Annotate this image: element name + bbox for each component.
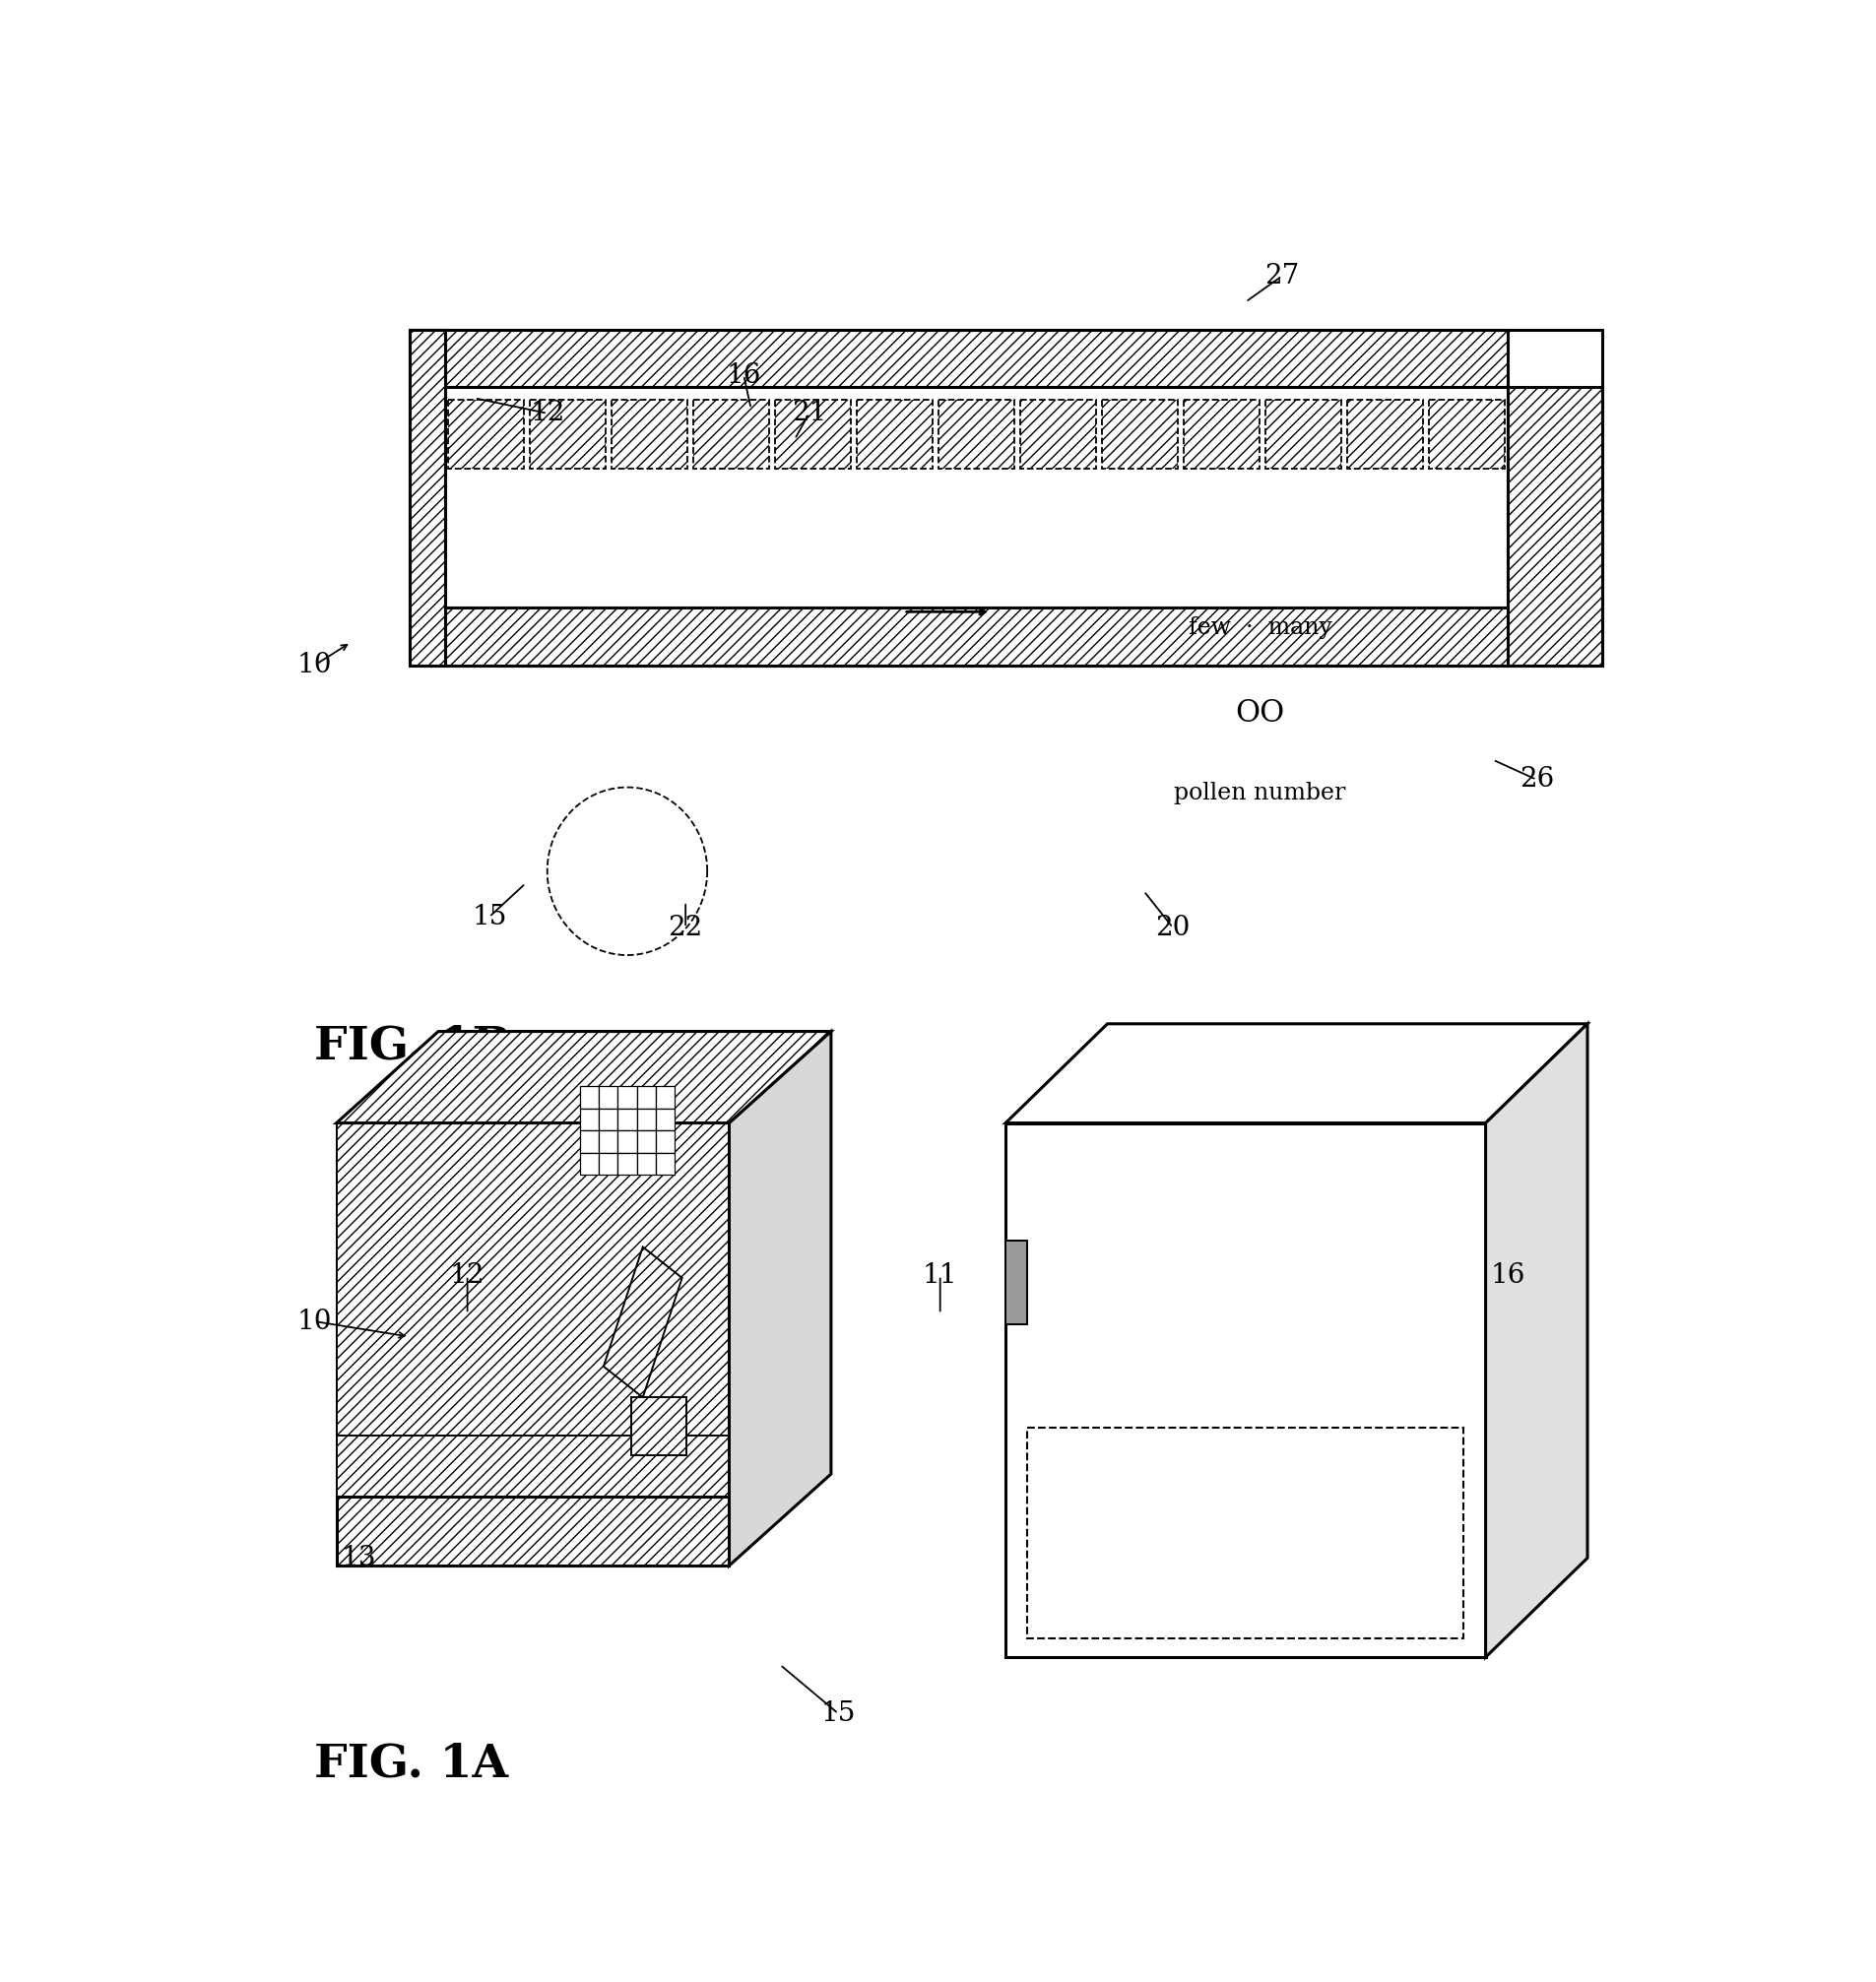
Bar — [1264, 400, 1341, 468]
Bar — [1506, 386, 1600, 666]
Polygon shape — [1486, 1025, 1587, 1657]
Text: 13: 13 — [341, 1544, 375, 1572]
Bar — [580, 1086, 598, 1108]
Bar — [1101, 400, 1176, 468]
Bar — [445, 386, 1506, 606]
Bar — [1428, 400, 1505, 468]
Text: FIG. 1A: FIG. 1A — [315, 1740, 508, 1786]
Bar — [1006, 1124, 1486, 1657]
Text: 16: 16 — [726, 363, 762, 388]
Polygon shape — [728, 1031, 831, 1566]
Text: 22: 22 — [668, 914, 702, 941]
Bar — [598, 1130, 617, 1154]
Bar — [580, 1154, 598, 1175]
Text: FIG. 1B: FIG. 1B — [315, 1025, 512, 1068]
Bar — [336, 1435, 728, 1496]
Text: 12: 12 — [450, 1263, 484, 1288]
Polygon shape — [1006, 1025, 1587, 1124]
Bar — [775, 400, 850, 468]
Bar — [1347, 400, 1422, 468]
Bar — [580, 1108, 598, 1130]
Bar — [598, 1086, 617, 1108]
Bar — [636, 1154, 655, 1175]
Text: 27: 27 — [1264, 264, 1298, 289]
Bar — [445, 606, 1506, 666]
Bar — [409, 329, 1600, 666]
Bar — [636, 1108, 655, 1130]
Bar — [1021, 400, 1096, 468]
Bar — [598, 1154, 617, 1175]
Bar — [409, 329, 1506, 386]
Text: few  ·  many: few · many — [1188, 616, 1332, 638]
Text: 20: 20 — [1156, 914, 1189, 941]
Bar — [598, 1108, 617, 1130]
Bar — [636, 1086, 655, 1108]
Text: pollen number: pollen number — [1174, 783, 1345, 805]
Bar — [409, 329, 445, 666]
Bar — [336, 1124, 728, 1435]
Bar — [655, 1086, 673, 1108]
Bar — [617, 1108, 636, 1130]
Bar — [529, 400, 606, 468]
Bar — [336, 1496, 728, 1566]
Polygon shape — [604, 1247, 681, 1397]
Text: 10: 10 — [296, 1308, 332, 1334]
Bar — [655, 1130, 673, 1154]
Bar — [448, 400, 523, 468]
Bar — [580, 1130, 598, 1154]
Bar — [617, 1130, 636, 1154]
Text: 16: 16 — [1490, 1263, 1523, 1288]
Text: 10: 10 — [296, 652, 332, 678]
Text: 11: 11 — [923, 1263, 957, 1288]
Bar — [617, 1086, 636, 1108]
Bar — [857, 400, 932, 468]
Bar — [1026, 1427, 1463, 1639]
Bar — [617, 1154, 636, 1175]
Bar — [692, 400, 769, 468]
Text: 26: 26 — [1518, 767, 1553, 793]
Bar — [630, 1397, 687, 1455]
Bar — [938, 400, 1013, 468]
Bar — [336, 1124, 728, 1566]
Bar — [636, 1130, 655, 1154]
Text: 15: 15 — [820, 1701, 855, 1726]
Text: 15: 15 — [471, 904, 507, 930]
Bar — [655, 1154, 673, 1175]
Text: 12: 12 — [529, 400, 565, 426]
Text: OO: OO — [1234, 698, 1285, 729]
Polygon shape — [336, 1031, 831, 1124]
Bar — [1006, 1241, 1026, 1324]
Text: 21: 21 — [792, 400, 825, 426]
Bar — [655, 1108, 673, 1130]
Bar — [1184, 400, 1259, 468]
Bar — [612, 400, 687, 468]
